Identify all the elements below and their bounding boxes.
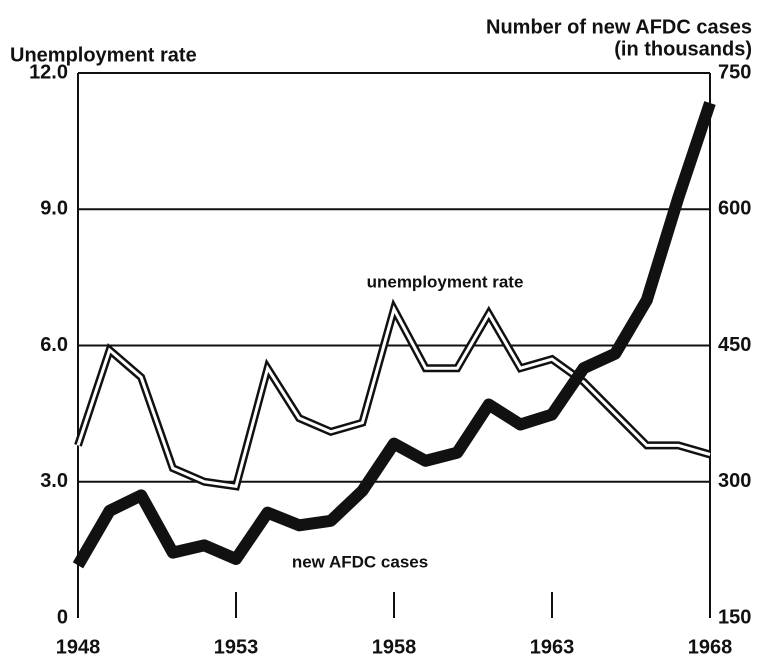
x-tick-label: 1958 <box>372 636 417 658</box>
y2-axis-title: Number of new AFDC cases <box>486 16 752 38</box>
series-line-outline <box>74 298 712 491</box>
y2-tick-label: 300 <box>718 470 751 492</box>
y-tick-label: 0 <box>57 606 68 628</box>
x-tick-label: 1953 <box>214 636 259 658</box>
x-tick-label: 1948 <box>56 636 101 658</box>
series-line <box>72 101 716 569</box>
y-tick-label: 3.0 <box>40 470 68 492</box>
y-tick-label: 9.0 <box>40 198 68 220</box>
y2-tick-label: 750 <box>718 61 751 83</box>
x-tick-label: 1968 <box>688 636 733 658</box>
y2-axis-subtitle: (in thousands) <box>614 38 752 60</box>
series-line <box>76 305 711 488</box>
y2-tick-label: 450 <box>718 334 751 356</box>
y2-tick-label: 600 <box>718 198 751 220</box>
y2-tick-label: 150 <box>718 606 751 628</box>
y-tick-label: 12.0 <box>29 61 68 83</box>
annotation: unemployment rate <box>367 272 524 291</box>
annotation: new AFDC cases <box>292 552 428 571</box>
y-axis-title: Unemployment rate <box>10 44 197 66</box>
y-tick-label: 6.0 <box>40 334 68 356</box>
x-tick-label: 1963 <box>530 636 575 658</box>
